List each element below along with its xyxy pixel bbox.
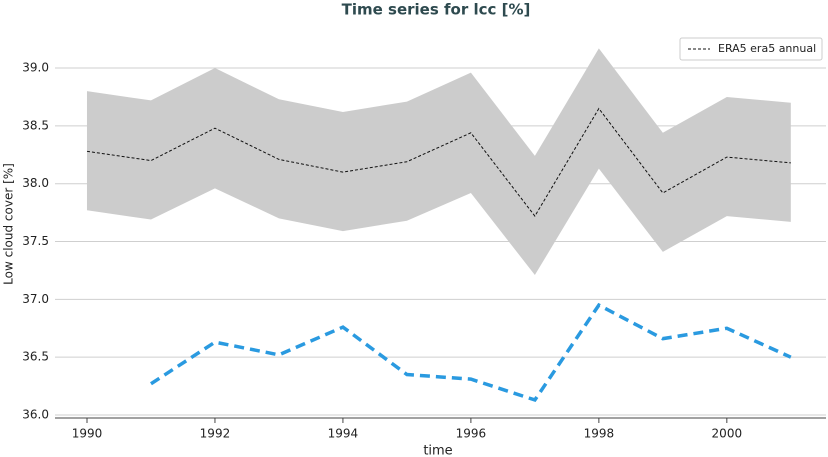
legend-box (679, 37, 823, 61)
y-tick-label: 38.5 (22, 118, 49, 132)
y-tick-label: 36.5 (22, 350, 49, 364)
y-tick-label: 37.0 (22, 292, 49, 306)
x-axis-label: time (423, 444, 452, 457)
y-tick-label: 37.5 (22, 234, 49, 248)
y-axis-label: Low cloud cover [%] (2, 163, 16, 285)
x-tick-label: 1998 (584, 427, 615, 441)
band (86, 48, 791, 276)
y-tick-label: 36.0 (22, 407, 49, 421)
line (86, 107, 791, 217)
x-tick-label: 2000 (712, 427, 743, 441)
x-tick-label: 1990 (72, 427, 103, 441)
x-tick-label: 1996 (456, 427, 487, 441)
line (150, 302, 792, 403)
legend-label: ERA5 era5 annual (718, 42, 816, 55)
x-tick-label: 1992 (200, 427, 231, 441)
y-tick-label: 39.0 (22, 61, 49, 75)
x-tick-label: 1994 (328, 427, 359, 441)
y-tick-label: 38.0 (22, 176, 49, 190)
chart-title: Time series for lcc [%] (342, 1, 531, 19)
